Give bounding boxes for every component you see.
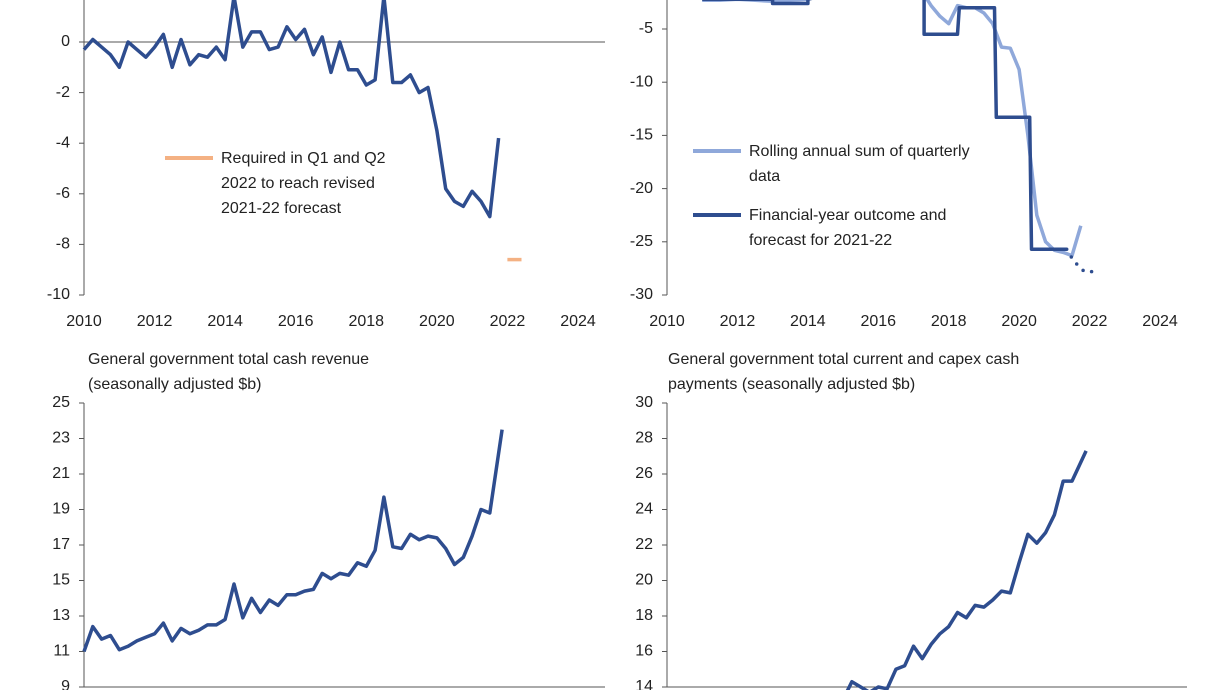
y-tick-label: -8 xyxy=(56,236,70,253)
y-tick-label: -30 xyxy=(630,286,653,303)
x-tick-label: 2024 xyxy=(1142,313,1178,330)
y-tick-label: 22 xyxy=(635,536,653,553)
y-tick-label: 28 xyxy=(635,430,653,447)
y-tick-label: 0 xyxy=(61,33,70,50)
x-tick-label: 2016 xyxy=(860,313,896,330)
y-tick-label: 13 xyxy=(52,607,70,624)
series-line xyxy=(845,450,1088,690)
y-tick-label: -5 xyxy=(639,20,653,37)
x-tick-label: 2012 xyxy=(720,313,756,330)
series-line xyxy=(702,0,1067,251)
y-tick-label: -15 xyxy=(630,127,653,144)
x-tick-label: 2016 xyxy=(278,313,314,330)
x-tick-label: 2022 xyxy=(490,313,526,330)
y-tick-label: 14 xyxy=(635,678,653,690)
y-tick-label: 16 xyxy=(635,643,653,660)
y-tick-label: 25 xyxy=(52,394,70,411)
chart-title: General government total cash revenue (s… xyxy=(88,351,370,393)
y-tick-label: -20 xyxy=(630,180,653,197)
x-tick-label: 2010 xyxy=(66,313,102,330)
y-tick-label: -6 xyxy=(56,185,70,202)
y-tick-label: 18 xyxy=(635,607,653,624)
y-tick-label: -2 xyxy=(56,84,70,101)
series-line xyxy=(1064,247,1102,274)
legend-label: Rolling annual sum of quarterly data xyxy=(749,143,970,185)
x-tick-label: 2014 xyxy=(790,313,826,330)
x-tick-label: 2020 xyxy=(419,313,455,330)
y-tick-label: -10 xyxy=(630,73,653,90)
series-line xyxy=(82,0,501,219)
x-tick-label: 2022 xyxy=(1072,313,1108,330)
y-tick-label: 15 xyxy=(52,572,70,589)
y-tick-label: 23 xyxy=(52,430,70,447)
series-line xyxy=(82,429,504,653)
y-tick-label: 24 xyxy=(635,501,653,518)
chart-title: General government total current and cap… xyxy=(668,351,1020,393)
y-tick-label: 30 xyxy=(635,394,653,411)
y-tick-label: 26 xyxy=(635,465,653,482)
y-tick-label: -25 xyxy=(630,233,653,250)
y-tick-label: -4 xyxy=(56,134,70,151)
y-tick-label: 9 xyxy=(61,678,70,690)
y-tick-label: 21 xyxy=(52,465,70,482)
series-line xyxy=(702,0,1083,258)
x-tick-label: 2012 xyxy=(137,313,173,330)
x-tick-label: 2018 xyxy=(348,313,384,330)
y-tick-label: 17 xyxy=(52,536,70,553)
y-tick-label: 19 xyxy=(52,501,70,518)
x-tick-label: 2018 xyxy=(931,313,967,330)
x-tick-label: 2014 xyxy=(207,313,243,330)
legend-label: Financial-year outcome and forecast for … xyxy=(749,207,947,249)
y-tick-label: 20 xyxy=(635,572,653,589)
x-tick-label: 2010 xyxy=(649,313,685,330)
x-tick-label: 2020 xyxy=(1001,313,1037,330)
y-tick-label: -10 xyxy=(47,286,70,303)
legend-label: Required in Q1 and Q2 2022 to reach revi… xyxy=(221,150,386,217)
x-tick-label: 2024 xyxy=(560,313,596,330)
y-tick-label: 11 xyxy=(53,643,70,660)
